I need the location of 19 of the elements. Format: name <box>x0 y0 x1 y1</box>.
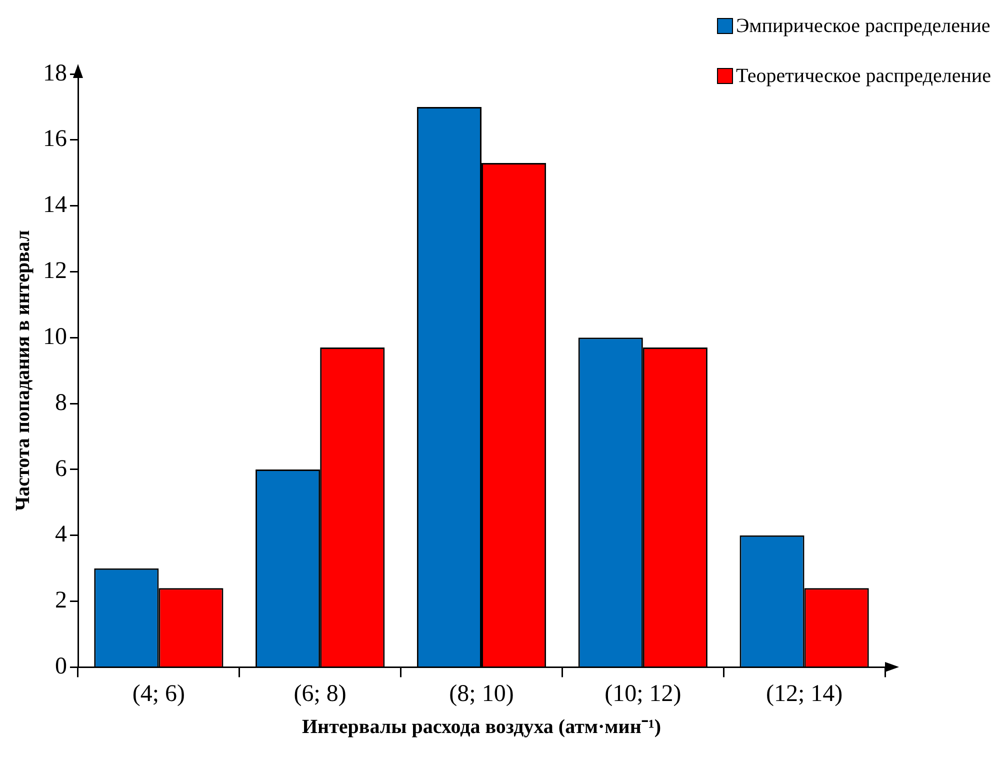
x-tick-label: (10; 12) <box>604 680 682 707</box>
x-tick-label: (12; 14) <box>766 680 843 707</box>
y-tick-label: 14 <box>43 192 67 218</box>
x-axis-title: Интервалы расхода воздуха (атм·мин⁻¹) <box>302 716 662 738</box>
x-tick-label: (4; 6) <box>132 680 186 707</box>
y-tick-label: 8 <box>55 390 67 416</box>
y-tick-label: 10 <box>43 324 67 350</box>
y-tick-label: 2 <box>55 588 67 614</box>
legend-label: Эмпирическое распределение <box>736 14 990 38</box>
y-tick-label: 18 <box>43 60 67 86</box>
y-tick-label: 4 <box>55 522 67 548</box>
legend-label: Теоретическое распределение <box>736 64 991 88</box>
y-tick-label: 0 <box>55 653 67 680</box>
y-tick-label: 12 <box>43 258 67 284</box>
y-tick-label: 6 <box>55 456 67 482</box>
x-tick-label: (8; 10) <box>449 680 514 707</box>
y-axis-title: Частота попадания в интервал <box>12 230 34 512</box>
x-tick-label: (6; 8) <box>294 680 346 707</box>
y-tick-label: 16 <box>43 126 67 152</box>
